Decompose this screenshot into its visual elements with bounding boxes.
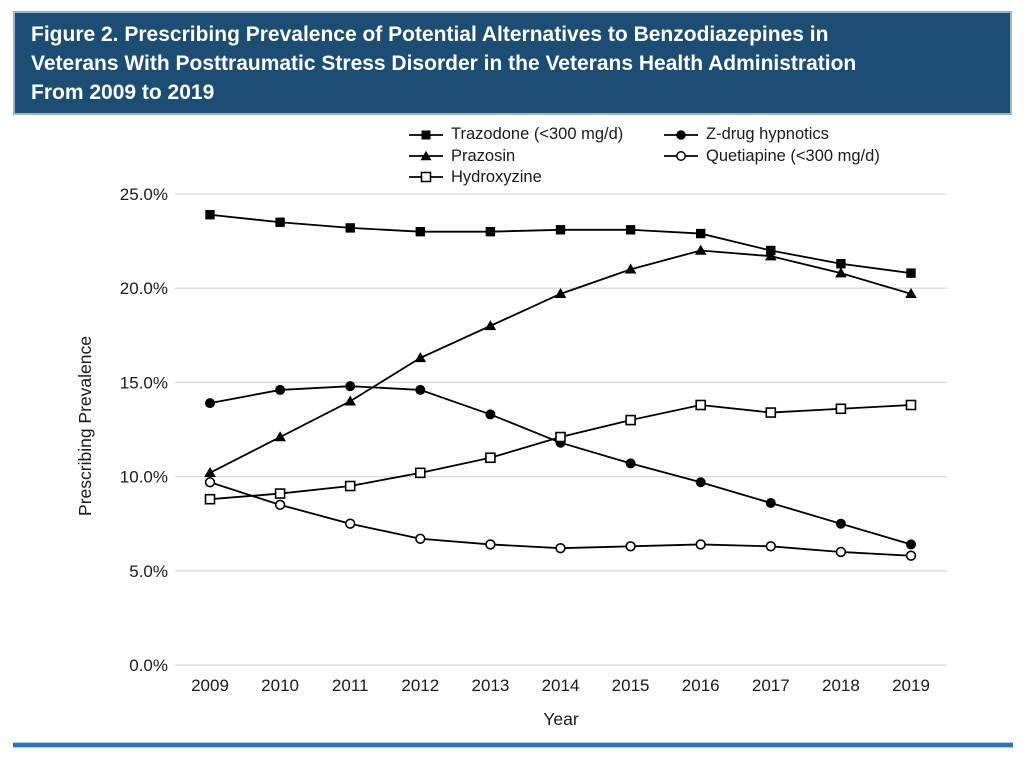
gridlines — [175, 193, 947, 666]
figure-title-line-1: Figure 2. Prescribing Prevalence of Pote… — [31, 23, 829, 46]
y-tick-label: 25.0% — [120, 185, 168, 204]
bottom-divider-rule — [13, 743, 1013, 747]
x-tick-label: 2016 — [682, 676, 720, 695]
series-hydroxyzine — [204, 399, 917, 505]
open-square-marker-icon — [409, 172, 443, 183]
legend-label-prazosin: Prazosin — [451, 146, 516, 165]
series-prazosin — [204, 244, 917, 478]
series-trazodone-300-mg-d — [205, 210, 916, 278]
series-quetiapine-300-mg-d — [204, 477, 917, 561]
filled-circle-marker-icon — [664, 129, 698, 140]
x-tick-label: 2014 — [542, 676, 580, 695]
chart-legend: Trazodone (<300 mg/d) Prazosin Hydroxyzi… — [408, 124, 880, 188]
legend-label-zdrug: Z-drug hypnotics — [706, 125, 829, 144]
y-tick-label: 10.0% — [120, 468, 168, 487]
y-axis-title: Prescribing Prevalence — [75, 336, 95, 516]
legend-item-quetiapine: Quetiapine (<300 mg/d) — [663, 145, 880, 166]
figure-title-bar: Figure 2. Prescribing Prevalence of Pote… — [13, 11, 1012, 115]
legend-item-trazodone: Trazodone (<300 mg/d) — [408, 124, 663, 145]
legend-column-1: Trazodone (<300 mg/d) Prazosin Hydroxyzi… — [408, 124, 663, 188]
filled-square-marker-icon — [409, 130, 443, 140]
figure-title-line-3: From 2009 to 2019 — [31, 81, 215, 104]
x-axis-title: Year — [543, 709, 579, 729]
series-layer — [204, 210, 917, 561]
legend-column-2: Z-drug hypnotics Quetiapine (<300 mg/d) — [663, 124, 880, 188]
x-axis-tick-labels: 2009 2010 2011 2012 2013 2014 2015 2016 2017 2018… — [191, 676, 930, 695]
y-tick-label: 5.0% — [129, 562, 168, 581]
series-z-drug-hypnotics — [205, 381, 916, 550]
filled-triangle-marker-icon — [409, 150, 443, 161]
legend-item-zdrug: Z-drug hypnotics — [663, 124, 880, 145]
x-tick-label: 2015 — [612, 676, 650, 695]
x-tick-label: 2012 — [401, 676, 439, 695]
open-circle-marker-icon — [664, 151, 698, 162]
legend-item-hydroxyzine: Hydroxyzine — [408, 167, 663, 188]
legend-label-quetiapine: Quetiapine (<300 mg/d) — [706, 146, 880, 165]
legend-label-hydroxyzine: Hydroxyzine — [451, 167, 542, 186]
x-tick-label: 2013 — [471, 676, 509, 695]
y-tick-label: 15.0% — [120, 373, 168, 392]
y-tick-label: 0.0% — [129, 656, 168, 675]
y-axis-tick-labels: 0.0% 5.0% 10.0% 15.0% 20.0% 25.0% — [120, 185, 168, 675]
x-tick-label: 2017 — [752, 676, 790, 695]
x-tick-label: 2009 — [191, 676, 229, 695]
x-tick-label: 2018 — [822, 676, 860, 695]
y-tick-label: 20.0% — [120, 279, 168, 298]
legend-item-prazosin: Prazosin — [408, 145, 663, 166]
figure-title-line-2: Veterans With Posttraumatic Stress Disor… — [31, 52, 857, 75]
x-tick-label: 2010 — [261, 676, 299, 695]
x-tick-label: 2019 — [892, 676, 930, 695]
x-tick-label: 2011 — [332, 676, 369, 695]
legend-label-trazodone: Trazodone (<300 mg/d) — [451, 125, 624, 144]
